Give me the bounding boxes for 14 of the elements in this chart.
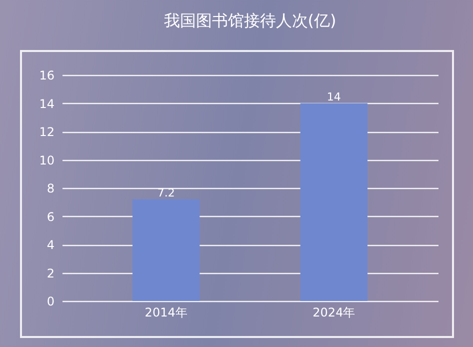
y-tick-label: 14: [39, 96, 54, 111]
chart-title: 我国图书馆接待人次(亿): [164, 11, 336, 30]
y-tick-label: 8: [46, 182, 54, 196]
y-tick-label: 2: [46, 266, 54, 280]
y-tick-label: 0: [46, 294, 54, 308]
y-tick-label: 16: [39, 68, 54, 82]
x-tick-label: 2024年: [312, 306, 356, 320]
y-tick-label: 10: [39, 153, 54, 168]
y-tick-label: 6: [46, 210, 54, 224]
y-tick-label: 12: [39, 125, 54, 139]
y-tick-label: 4: [46, 238, 54, 252]
data-label: 7.2: [157, 186, 175, 200]
x-tick-label: 2014年: [144, 306, 188, 320]
data-label: 14: [326, 90, 341, 104]
